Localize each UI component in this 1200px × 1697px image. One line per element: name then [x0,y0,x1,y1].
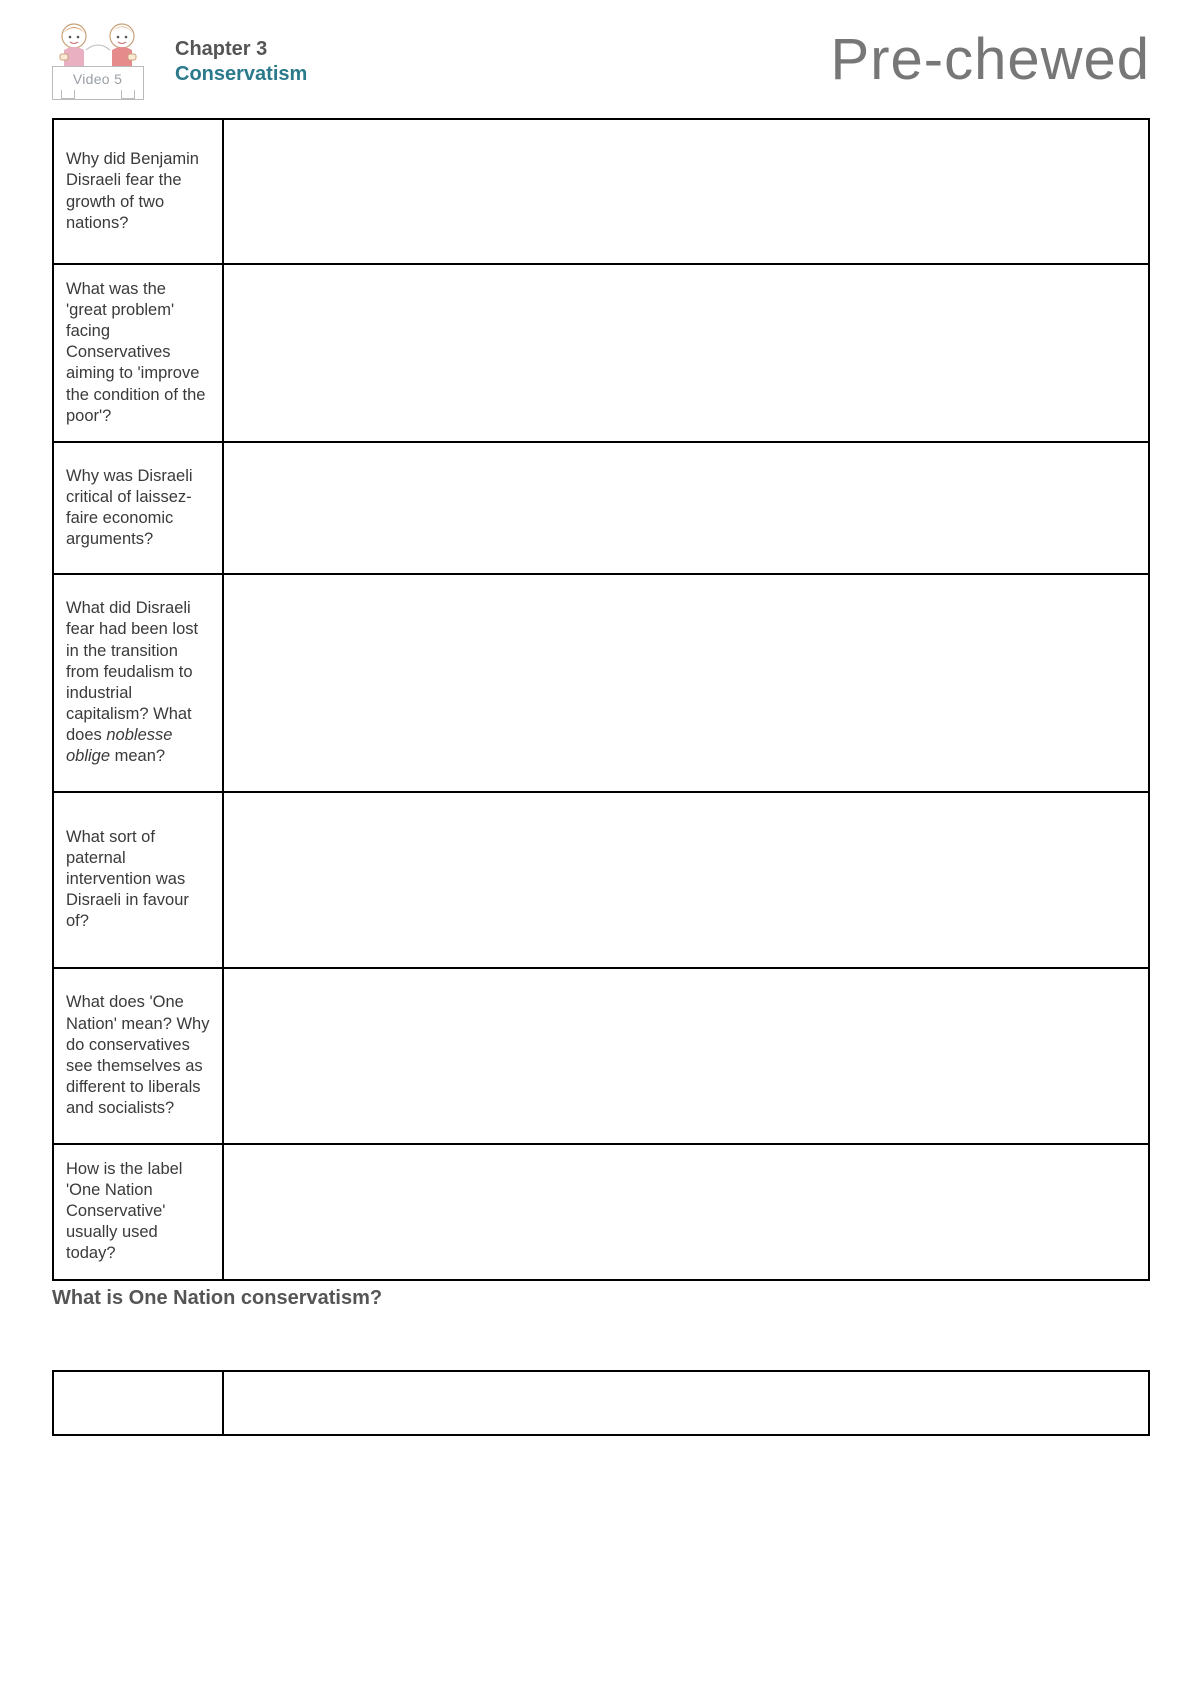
question-cell: Why was Disraeli critical of laissez-fai… [53,442,223,574]
question-cell: What was the 'great problem' facing Cons… [53,264,223,442]
question-cell: Why did Benjamin Disraeli fear the growt… [53,119,223,264]
answer-cell [223,442,1149,574]
video-frame: Video 5 [52,66,144,100]
worksheet-table: Why did Benjamin Disraeli fear the growt… [52,118,1150,1281]
answer-cell [223,264,1149,442]
answer-cell [223,792,1149,968]
question-cell [53,1371,223,1435]
kids-illustration-icon [40,20,155,68]
video-label: Video 5 [55,71,141,87]
question-cell: What did Disraeli fear had been lost in … [53,574,223,792]
chapter-label: Chapter 3 [175,38,307,61]
question-cell: What sort of paternal intervention was D… [53,792,223,968]
answer-cell [223,119,1149,264]
answer-cell [223,1144,1149,1280]
brand-title: Pre-chewed [831,20,1160,93]
page-header: Video 5 Chapter 3 Conservatism Pre-chewe… [40,20,1160,100]
chapter-block: Chapter 3 Conservatism [175,20,307,86]
question-cell: How is the label 'One Nation Conservativ… [53,1144,223,1280]
answer-cell [223,574,1149,792]
subject-label: Conservatism [175,63,307,86]
worksheet-table-2 [52,1370,1150,1436]
logo: Video 5 [40,20,155,100]
section-question: What is One Nation conservatism? [52,1287,1160,1310]
question-cell: What does 'One Nation' mean? Why do cons… [53,968,223,1144]
answer-cell [223,1371,1149,1435]
answer-cell [223,968,1149,1144]
